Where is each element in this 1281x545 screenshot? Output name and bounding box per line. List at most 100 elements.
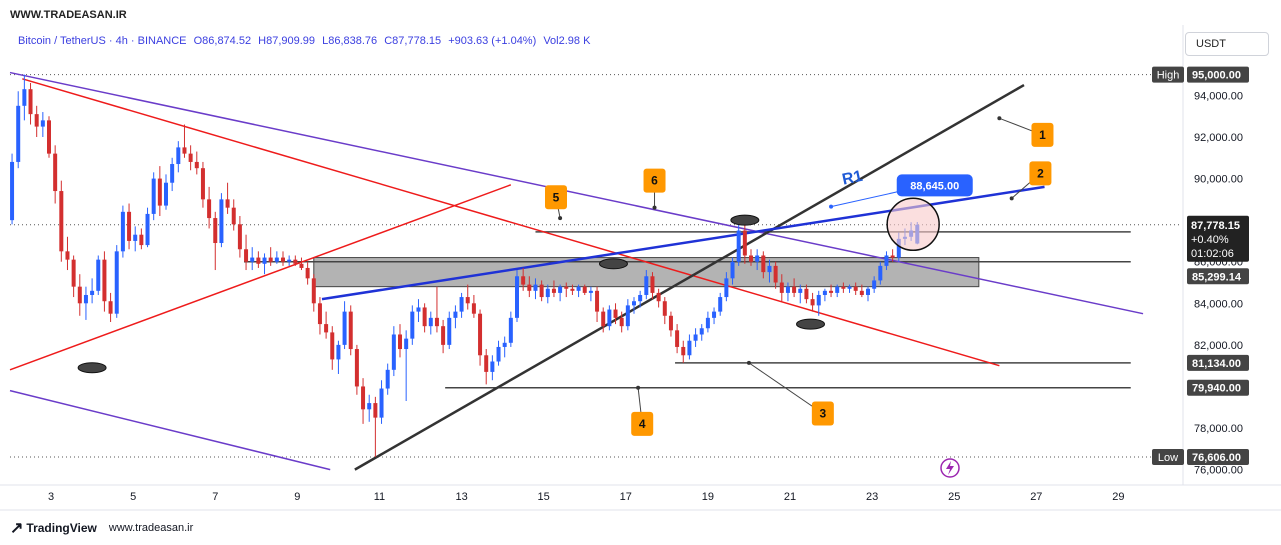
candle-body[interactable] [422,307,427,327]
candle-body[interactable] [705,317,710,329]
candle-body[interactable] [816,294,821,306]
candle-body[interactable] [324,324,329,333]
candle-body[interactable] [330,332,335,360]
candle-body[interactable] [133,234,138,241]
candle-body[interactable] [441,326,446,345]
candle-body[interactable] [638,294,643,302]
candle-body[interactable] [668,315,673,331]
candle-body[interactable] [139,234,144,246]
candle-body[interactable] [194,161,199,169]
annotation-badge[interactable] [1029,161,1052,186]
candle-body[interactable] [527,284,532,291]
candle-body[interactable] [582,286,587,293]
candle-body[interactable] [632,301,636,306]
candle-body[interactable] [28,89,33,115]
candle-body[interactable] [804,288,809,300]
candle-body[interactable] [250,257,255,262]
candle-body[interactable] [157,178,162,206]
candle-body[interactable] [742,230,747,256]
candle-body[interactable] [545,288,550,298]
candle-body[interactable] [385,369,390,389]
candle-body[interactable] [379,388,384,418]
candle-body[interactable] [779,282,784,293]
candle-body[interactable] [595,290,600,312]
candle-body[interactable] [767,265,772,273]
candle-body[interactable] [835,286,840,293]
black-ascending-trendline[interactable] [354,83,1025,471]
highlight-circle[interactable] [886,197,940,252]
candle-body[interactable] [256,257,261,264]
candle-body[interactable] [625,305,630,327]
candle-body[interactable] [391,334,396,370]
annotation-badge[interactable] [1031,122,1054,147]
annotation-badge[interactable] [631,411,654,436]
symbol-title[interactable]: Bitcoin / TetherUS · 4h · BINANCE [18,35,187,47]
candle-body[interactable] [521,276,526,285]
candle-body[interactable] [207,199,212,219]
candle-body[interactable] [398,334,402,350]
candle-body[interactable] [213,218,218,244]
candle-body[interactable] [687,340,692,356]
candle-body[interactable] [65,251,70,260]
candle-body[interactable] [317,303,322,325]
annotation-badge[interactable] [643,168,666,193]
candle-body[interactable] [447,317,452,345]
candle-body[interactable] [619,317,624,327]
candle-body[interactable] [145,213,150,246]
candle-body[interactable] [237,224,242,250]
candle-body[interactable] [367,403,372,410]
candle-body[interactable] [508,317,513,343]
candle-body[interactable] [348,311,353,350]
candle-body[interactable] [465,297,470,304]
candle-body[interactable] [305,267,310,279]
candle-body[interactable] [47,120,51,154]
candle-body[interactable] [90,290,95,295]
candle-body[interactable] [736,230,741,262]
candle-body[interactable] [410,311,415,339]
candle-body[interactable] [404,338,409,350]
candle-body[interactable] [268,257,273,262]
candle-body[interactable] [847,286,852,289]
candle-body[interactable] [785,286,790,293]
currency-selector-button[interactable]: USDT [1185,32,1269,56]
candle-body[interactable] [176,147,181,165]
candle-body[interactable] [558,286,563,293]
candle-body[interactable] [515,276,519,318]
purple-channel-lower[interactable] [9,389,331,471]
candle-body[interactable] [40,120,45,127]
tradingview-brand[interactable]: TradingView [26,521,97,535]
candle-body[interactable] [484,355,489,372]
candle-body[interactable] [755,255,760,262]
candle-body[interactable] [650,276,655,293]
candle-body[interactable] [114,251,119,314]
candle-body[interactable] [896,238,901,258]
candle-body[interactable] [225,199,230,208]
candle-body[interactable] [539,284,544,298]
candle-body[interactable] [890,255,895,258]
candle-body[interactable] [478,313,483,356]
candle-body[interactable] [453,311,458,318]
candle-body[interactable] [878,265,883,281]
candle-body[interactable] [810,299,815,306]
last-price-box[interactable] [1187,215,1249,262]
red-ascending-line[interactable] [9,184,512,371]
candle-body[interactable] [613,309,618,318]
candle-body[interactable] [22,89,27,106]
candle-body[interactable] [299,263,304,268]
candle-body[interactable] [866,288,870,295]
candle-body[interactable] [675,330,680,347]
candle-body[interactable] [564,286,569,289]
candle-body[interactable] [182,147,187,154]
candle-body[interactable] [102,259,107,302]
candle-body[interactable] [274,257,279,262]
candle-body[interactable] [656,292,661,302]
candle-body[interactable] [730,261,735,279]
candle-body[interactable] [53,153,58,192]
candle-body[interactable] [151,178,156,214]
candle-body[interactable] [607,309,612,327]
candle-body[interactable] [59,191,64,252]
candle-body[interactable] [576,286,581,291]
candle-body[interactable] [829,290,834,293]
candle-body[interactable] [551,288,556,293]
